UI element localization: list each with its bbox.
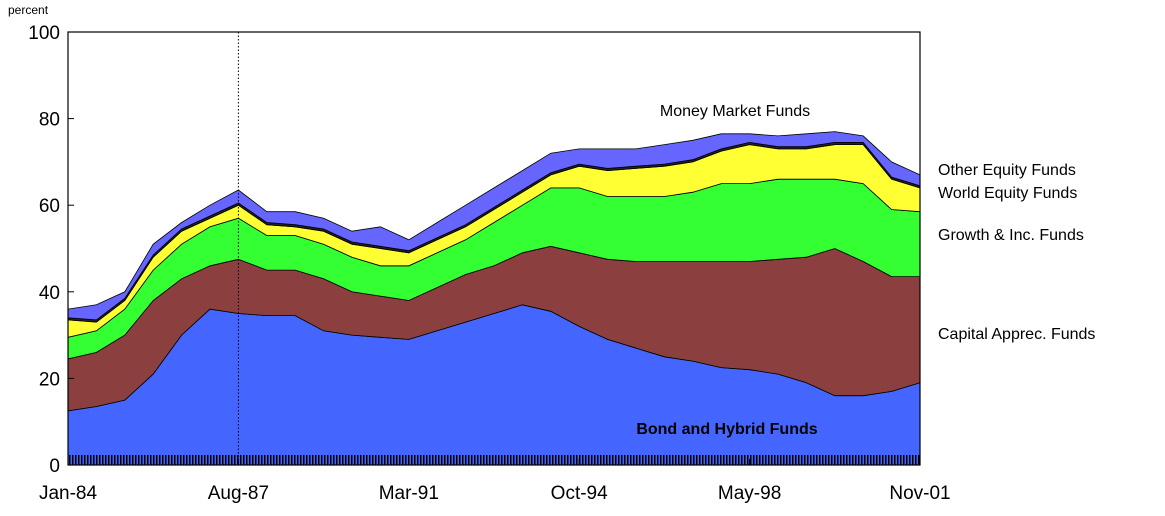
y-tick-label: 100 [28, 23, 60, 44]
series-label: Money Market Funds [660, 103, 810, 120]
x-tick-label: Jan-84 [39, 483, 98, 504]
plot-frame [67, 31, 921, 466]
y-tick-label: 60 [39, 196, 60, 217]
series-label: Other Equity Funds [938, 162, 1076, 179]
x-tick-label: Oct-94 [551, 483, 608, 504]
series-label: Capital Apprec. Funds [938, 326, 1095, 343]
month-strip [68, 455, 920, 465]
y-tick-label: 40 [39, 283, 60, 304]
x-tick-label: Mar-91 [379, 483, 439, 504]
y-tick-label: 80 [39, 110, 60, 131]
series-label: Bond and Hybrid Funds [636, 421, 817, 438]
x-tick-label: May-98 [718, 483, 781, 504]
series-label: World Equity Funds [938, 185, 1077, 202]
y-axis-label: percent [8, 3, 49, 17]
y-tick-label: 20 [39, 369, 60, 390]
y-tick-label: 0 [49, 456, 60, 477]
x-tick-label: Aug-87 [208, 483, 269, 504]
series-label: Growth & Inc. Funds [938, 227, 1084, 244]
x-tick-label: Nov-01 [889, 483, 950, 504]
